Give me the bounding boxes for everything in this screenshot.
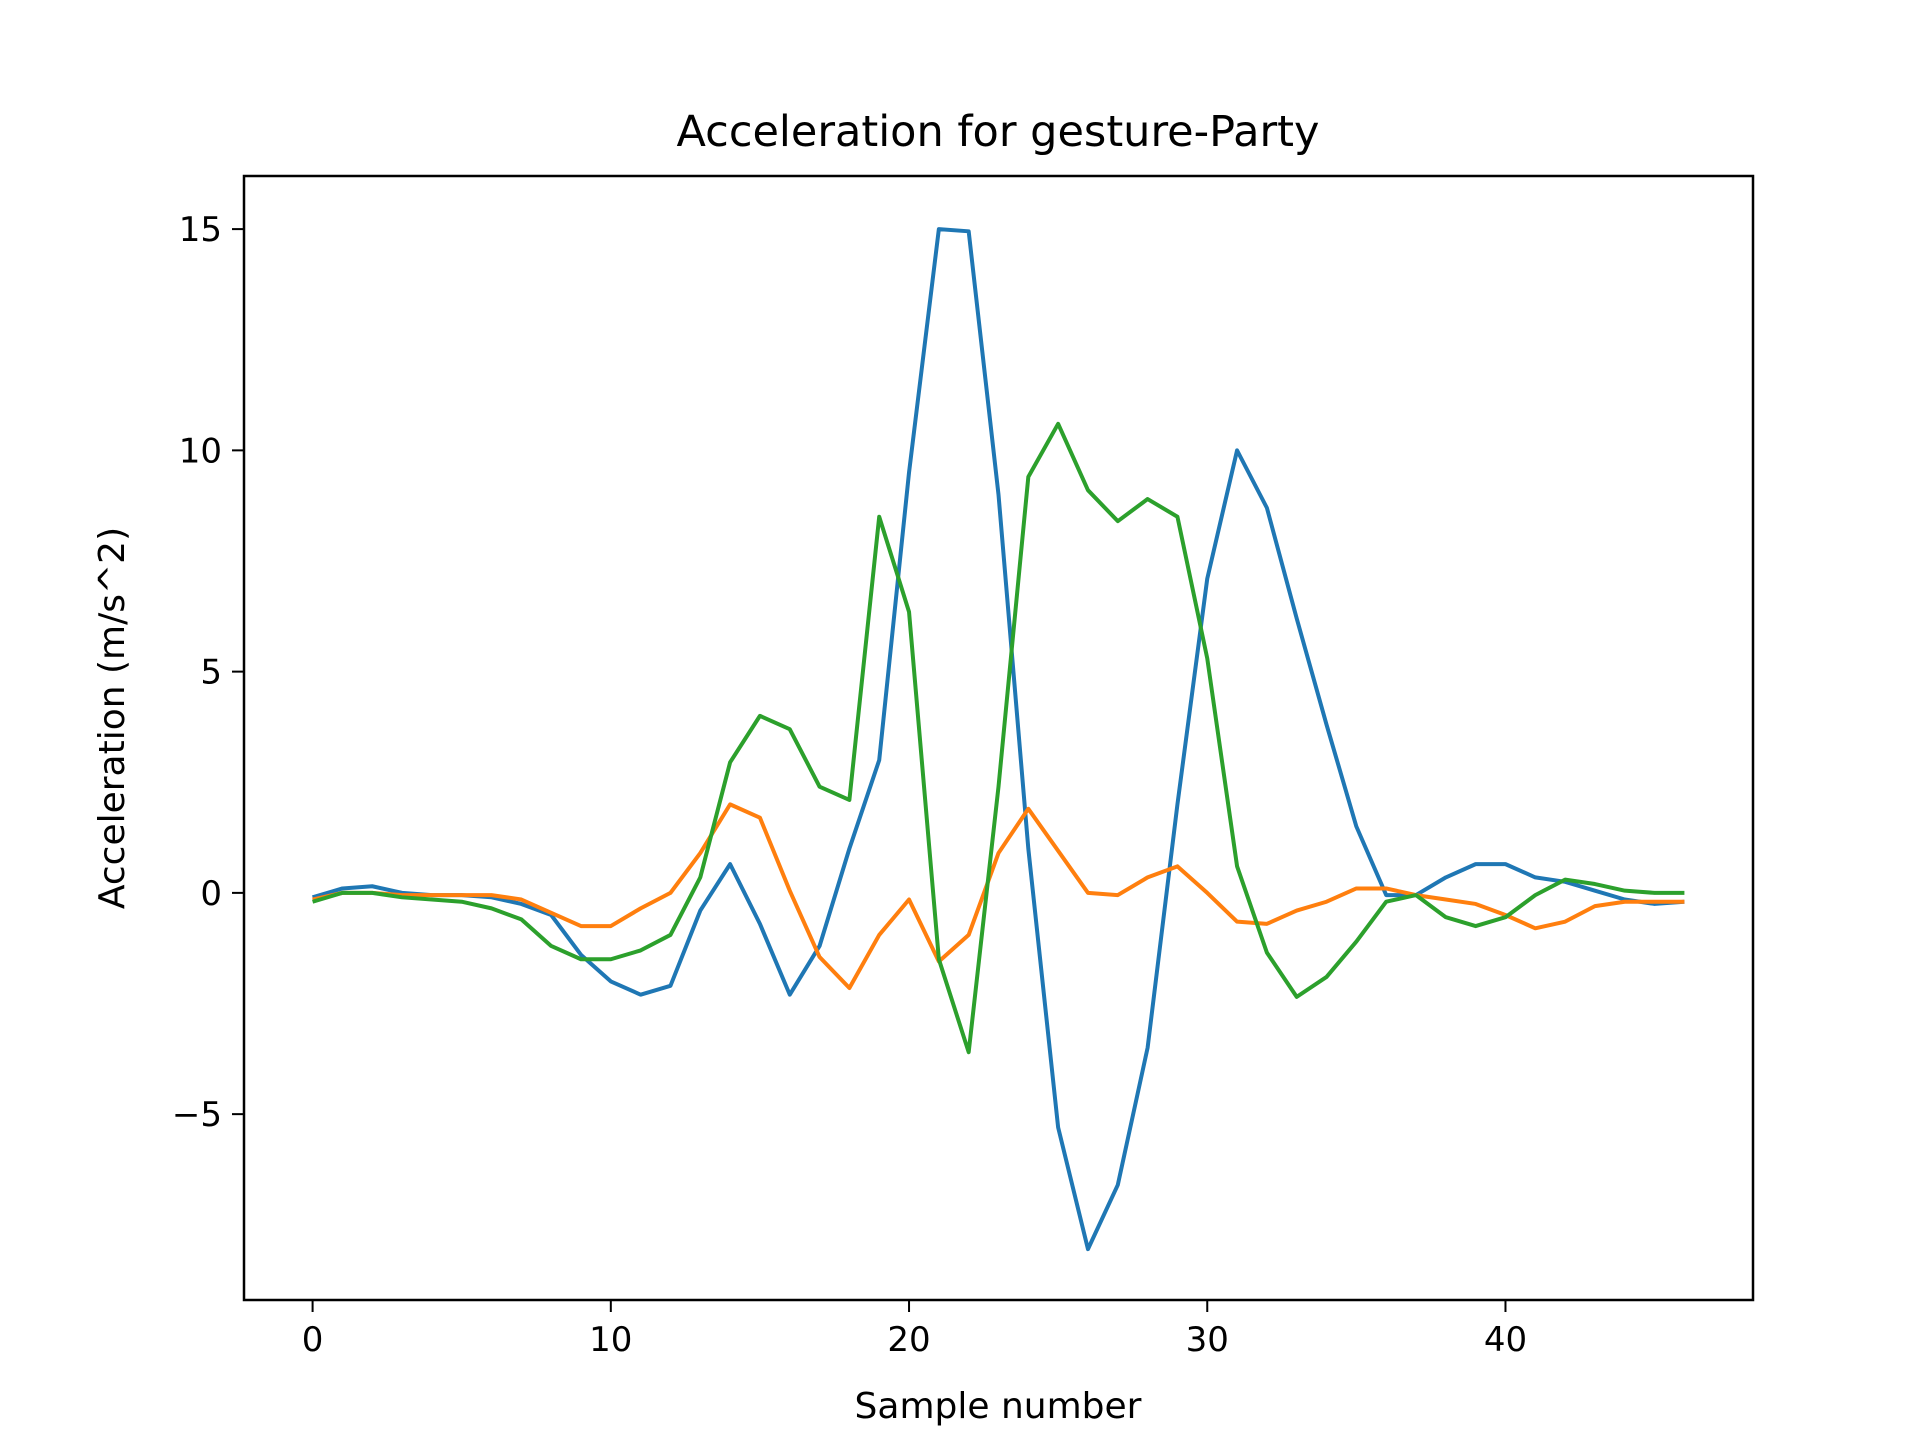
series-line-1 — [312, 227, 1685, 1252]
x-tick-label: 30 — [1186, 1320, 1229, 1360]
plot-frame — [242, 174, 1755, 1302]
plot-area — [242, 174, 1755, 1302]
y-tick-label: −5 — [172, 1095, 222, 1135]
x-tick-label: 20 — [887, 1320, 930, 1360]
y-tick-label: 10 — [179, 431, 222, 471]
x-tick-label: 10 — [589, 1320, 632, 1360]
y-tick-label: 0 — [200, 874, 222, 914]
y-tick-label: 5 — [200, 653, 222, 693]
x-tick-label: 0 — [302, 1320, 324, 1360]
y-axis: −5 0 5 10 15 — [172, 210, 244, 1135]
series-line-2 — [312, 802, 1685, 991]
series-line-3 — [312, 421, 1685, 1055]
chart-title: Acceleration for gesture-Party — [677, 107, 1320, 157]
x-axis-label: Sample number — [855, 1386, 1142, 1427]
y-tick-label: 15 — [179, 210, 222, 250]
y-axis-label: Acceleration (m/s^2) — [92, 527, 133, 909]
x-tick-label: 40 — [1484, 1320, 1527, 1360]
x-axis: 0 10 20 30 40 — [302, 1300, 1527, 1360]
